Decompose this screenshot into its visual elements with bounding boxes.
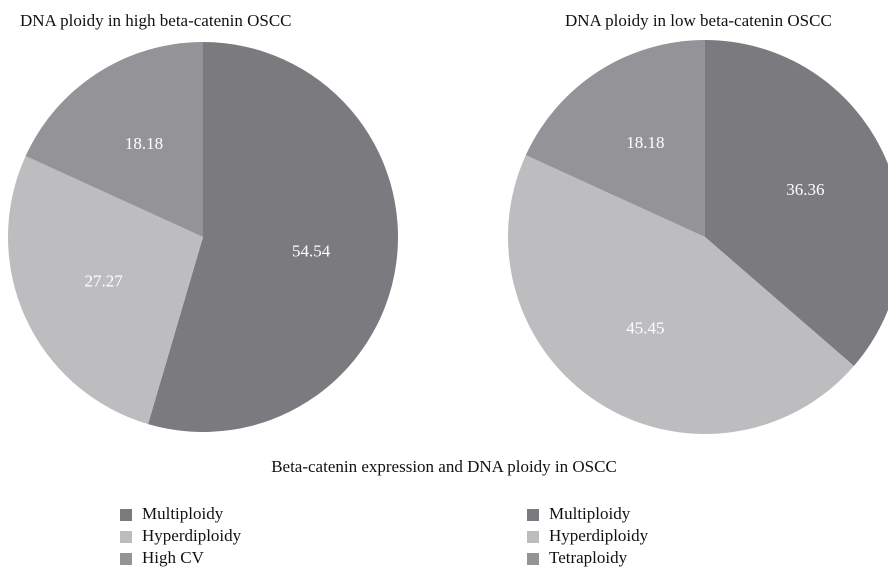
legend-label: Hyperdiploidy bbox=[142, 526, 242, 545]
data-label: 45.45 bbox=[626, 319, 664, 338]
data-label: 27.27 bbox=[85, 271, 124, 290]
pie-slice bbox=[25, 42, 203, 237]
legend-swatch bbox=[120, 553, 132, 565]
pie-slice bbox=[7, 155, 204, 425]
data-label: 18.18 bbox=[626, 133, 664, 152]
legend-label: Tetraploidy bbox=[549, 548, 628, 567]
legend-label: High CV bbox=[142, 548, 205, 567]
legend-label: Multiploidy bbox=[549, 504, 631, 523]
chart-title: DNA ploidy in high beta-catenin OSCC bbox=[20, 11, 292, 30]
pie-slice bbox=[705, 40, 888, 367]
legend-swatch bbox=[527, 531, 539, 543]
pie-slice bbox=[148, 42, 398, 433]
caption: Beta-catenin expression and DNA ploidy i… bbox=[271, 457, 617, 476]
chart-title: DNA ploidy in low beta-catenin OSCC bbox=[565, 11, 832, 30]
data-label: 36.36 bbox=[786, 180, 824, 199]
data-label: 54.54 bbox=[292, 241, 331, 260]
data-label: 18.18 bbox=[125, 134, 163, 153]
legend-label: Hyperdiploidy bbox=[549, 526, 649, 545]
legend-swatch bbox=[527, 509, 539, 521]
legend-label: Multiploidy bbox=[142, 504, 224, 523]
legend-swatch bbox=[120, 509, 132, 521]
legend-swatch bbox=[120, 531, 132, 543]
pie-slice bbox=[507, 155, 854, 435]
legend-swatch bbox=[527, 553, 539, 565]
pie-slice bbox=[525, 40, 705, 237]
